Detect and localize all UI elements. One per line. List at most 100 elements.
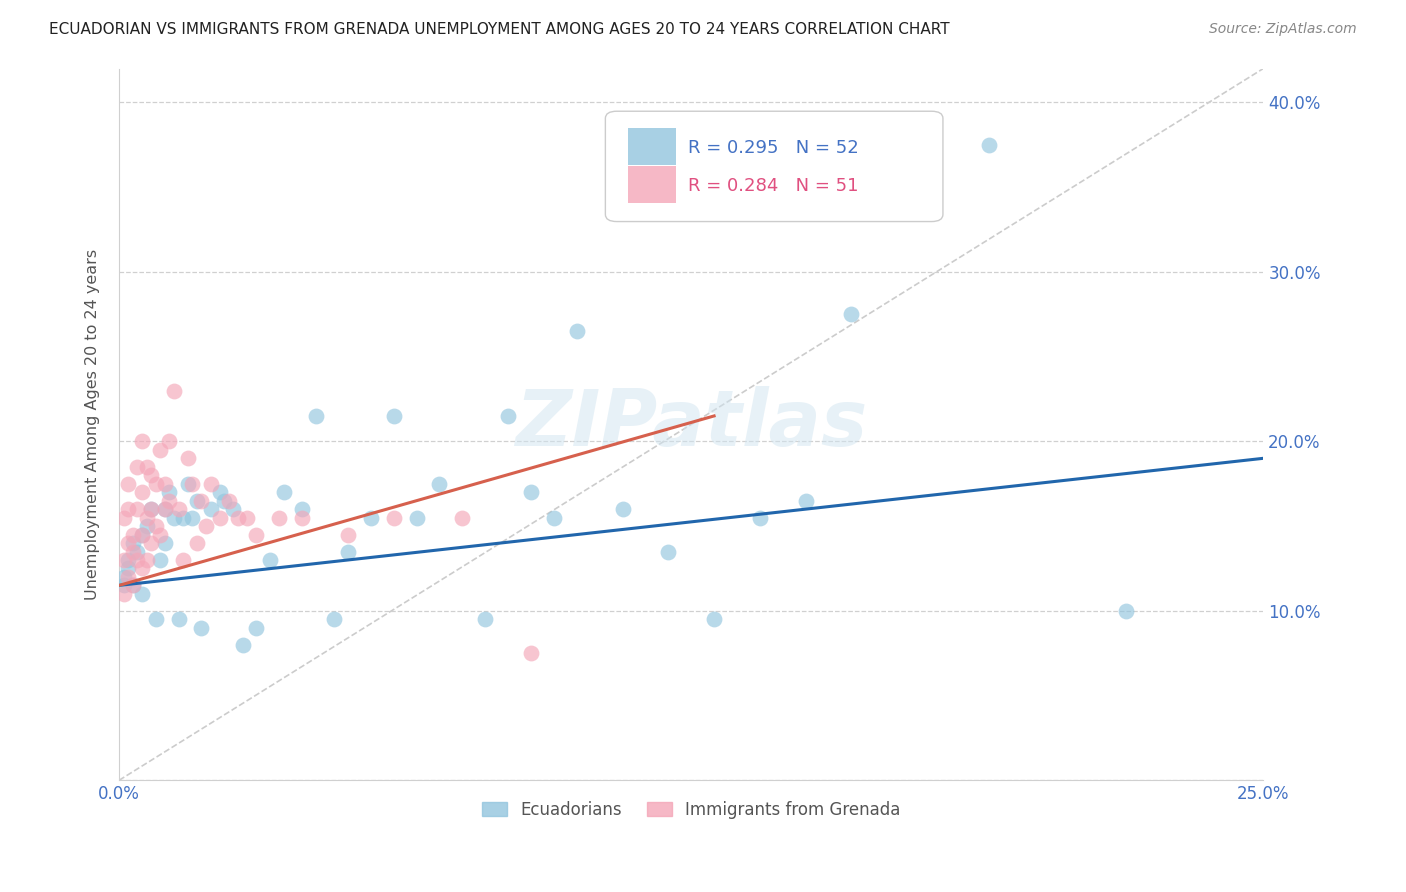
Point	[172, 553, 194, 567]
Point	[177, 451, 200, 466]
Point	[131, 434, 153, 449]
Point	[117, 561, 139, 575]
Text: ZIPatlas: ZIPatlas	[515, 386, 868, 462]
Point	[269, 510, 291, 524]
Point	[145, 476, 167, 491]
Point	[163, 510, 186, 524]
Point	[153, 536, 176, 550]
FancyBboxPatch shape	[628, 166, 676, 203]
Point	[127, 553, 149, 567]
Point	[222, 502, 245, 516]
Point	[208, 510, 231, 524]
Point	[612, 502, 634, 516]
Point	[200, 502, 222, 516]
Point	[149, 527, 172, 541]
Point	[145, 519, 167, 533]
Point	[794, 493, 817, 508]
Point	[177, 476, 200, 491]
Point	[117, 553, 139, 567]
Point	[429, 476, 451, 491]
Point	[218, 493, 240, 508]
Point	[167, 502, 190, 516]
Point	[135, 510, 157, 524]
Point	[127, 544, 149, 558]
Point	[157, 485, 180, 500]
Point	[657, 544, 679, 558]
Point	[977, 137, 1000, 152]
Legend: Ecuadorians, Immigrants from Grenada: Ecuadorians, Immigrants from Grenada	[475, 794, 907, 825]
Point	[1115, 604, 1137, 618]
Point	[145, 612, 167, 626]
Point	[153, 502, 176, 516]
Point	[139, 468, 162, 483]
Point	[451, 510, 474, 524]
Point	[405, 510, 427, 524]
Point	[153, 502, 176, 516]
Point	[157, 434, 180, 449]
Point	[117, 502, 139, 516]
Point	[520, 485, 543, 500]
Point	[190, 621, 212, 635]
Point	[127, 459, 149, 474]
Point	[131, 587, 153, 601]
Point	[748, 510, 770, 524]
Point	[190, 493, 212, 508]
Point	[336, 544, 359, 558]
Point	[323, 612, 346, 626]
Point	[163, 384, 186, 398]
Point	[149, 553, 172, 567]
Point	[131, 527, 153, 541]
Point	[117, 570, 139, 584]
Point	[336, 527, 359, 541]
Point	[273, 485, 295, 500]
Point	[117, 476, 139, 491]
Point	[112, 578, 135, 592]
Text: R = 0.295   N = 52: R = 0.295 N = 52	[688, 138, 859, 156]
Point	[149, 442, 172, 457]
Point	[841, 307, 863, 321]
Point	[131, 527, 153, 541]
Point	[291, 502, 314, 516]
Point	[153, 476, 176, 491]
Point	[121, 527, 143, 541]
Point	[703, 612, 725, 626]
Point	[121, 578, 143, 592]
Point	[232, 638, 254, 652]
Point	[195, 519, 218, 533]
Point	[181, 510, 204, 524]
Point	[131, 561, 153, 575]
Point	[186, 536, 208, 550]
Point	[181, 476, 204, 491]
Point	[543, 510, 565, 524]
FancyBboxPatch shape	[628, 128, 676, 165]
Point	[157, 493, 180, 508]
Point	[291, 510, 314, 524]
Point	[520, 646, 543, 660]
Point	[360, 510, 382, 524]
Point	[382, 510, 405, 524]
Point	[200, 476, 222, 491]
Point	[186, 493, 208, 508]
Point	[245, 621, 267, 635]
Point	[305, 409, 328, 423]
Point	[135, 459, 157, 474]
Point	[117, 536, 139, 550]
Point	[236, 510, 259, 524]
Point	[496, 409, 519, 423]
Point	[112, 587, 135, 601]
Point	[226, 510, 249, 524]
Point	[382, 409, 405, 423]
Point	[139, 536, 162, 550]
Point	[131, 485, 153, 500]
Point	[139, 502, 162, 516]
Point	[245, 527, 267, 541]
FancyBboxPatch shape	[606, 112, 943, 221]
Point	[127, 502, 149, 516]
Point	[112, 553, 135, 567]
Y-axis label: Unemployment Among Ages 20 to 24 years: Unemployment Among Ages 20 to 24 years	[86, 249, 100, 600]
Point	[139, 502, 162, 516]
Point	[474, 612, 496, 626]
Text: R = 0.284   N = 51: R = 0.284 N = 51	[688, 177, 858, 195]
Text: ECUADORIAN VS IMMIGRANTS FROM GRENADA UNEMPLOYMENT AMONG AGES 20 TO 24 YEARS COR: ECUADORIAN VS IMMIGRANTS FROM GRENADA UN…	[49, 22, 950, 37]
Point	[135, 519, 157, 533]
